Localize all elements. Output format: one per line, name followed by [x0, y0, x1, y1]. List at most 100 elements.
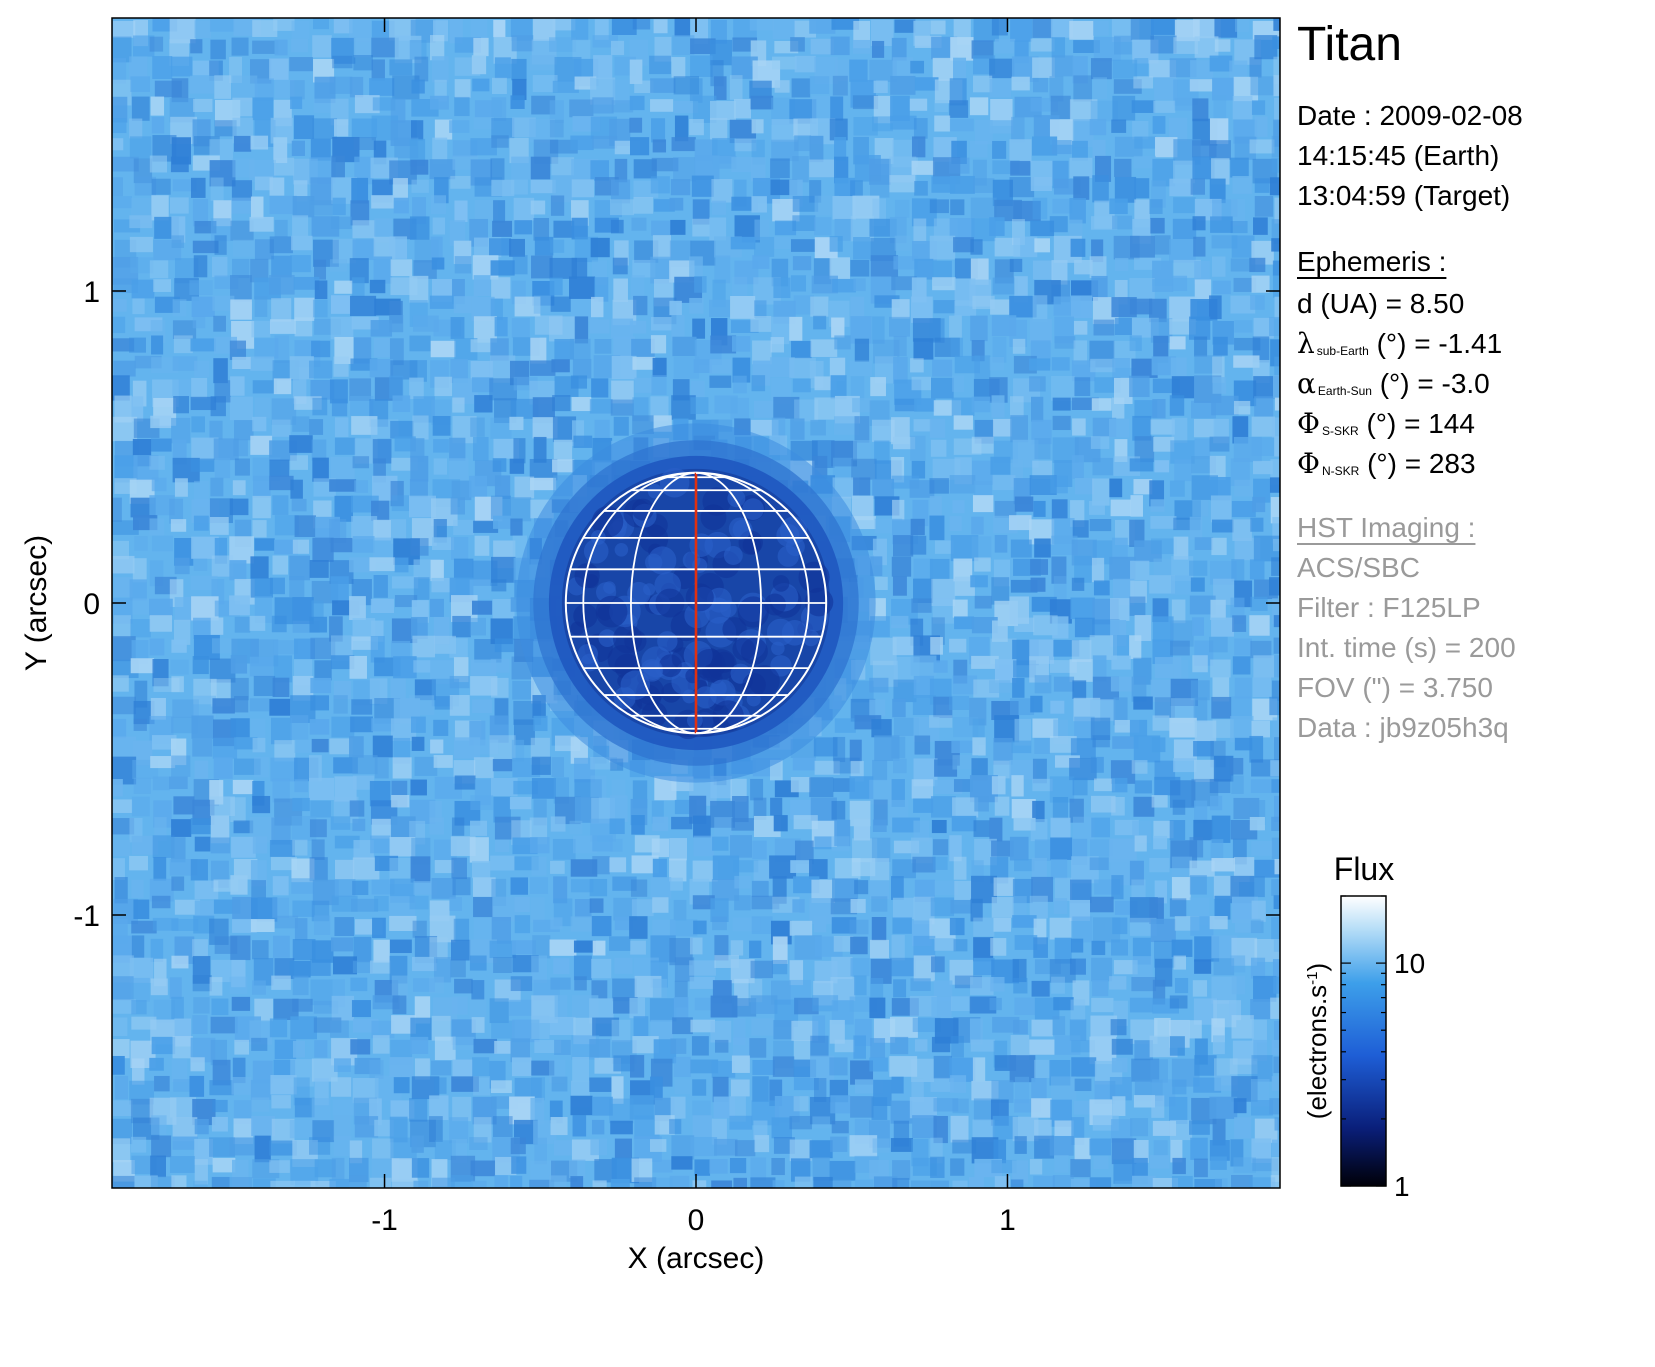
noise-cell	[1274, 1020, 1280, 1049]
noise-cell	[1052, 1016, 1066, 1036]
noise-cell	[911, 277, 927, 303]
noise-cell	[112, 138, 124, 151]
noise-cell	[351, 118, 378, 139]
noise-cell	[231, 836, 256, 858]
noise-cell	[650, 99, 674, 112]
noise-cell	[191, 536, 219, 559]
noise-cell	[912, 1017, 941, 1033]
noise-cell	[1049, 76, 1064, 102]
noise-cell	[1212, 280, 1231, 295]
noise-cell	[770, 797, 783, 816]
noise-cell	[792, 899, 805, 913]
noise-cell	[914, 879, 935, 902]
noise-cell	[650, 877, 672, 899]
noise-cell	[1111, 537, 1128, 560]
noise-cell	[1234, 1117, 1252, 1139]
noise-cell	[950, 1075, 967, 1093]
noise-cell	[1093, 319, 1115, 336]
noise-cell	[449, 437, 466, 461]
noise-cell	[1233, 1098, 1247, 1114]
noise-cell	[354, 480, 369, 493]
noise-cell	[1192, 98, 1209, 122]
noise-cell	[449, 638, 468, 658]
noise-cell	[470, 659, 497, 676]
noise-cell	[191, 377, 208, 399]
noise-cell	[233, 439, 248, 457]
noise-cell	[1030, 819, 1048, 842]
noise-cell	[192, 198, 209, 227]
noise-cell	[890, 1100, 913, 1124]
noise-cell	[114, 395, 132, 423]
noise-cell	[1113, 79, 1142, 94]
noise-cell	[1230, 875, 1255, 904]
noise-cell	[949, 315, 962, 338]
noise-cell	[632, 415, 655, 434]
noise-cell	[1274, 1117, 1280, 1131]
noise-cell	[449, 695, 470, 716]
noise-cell	[229, 396, 253, 421]
noise-cell	[989, 997, 1002, 1011]
noise-cell	[192, 656, 209, 675]
noise-cell	[429, 817, 445, 835]
noise-cell	[470, 795, 494, 811]
noise-cell	[334, 417, 349, 438]
noise-cell	[1171, 376, 1195, 399]
noise-cell	[351, 277, 365, 297]
noise-cell	[112, 999, 137, 1014]
noise-cell	[389, 59, 413, 76]
noise-cell	[854, 416, 870, 443]
noise-cell	[733, 98, 751, 119]
noise-cell	[850, 1096, 874, 1118]
noise-cell	[470, 1160, 496, 1177]
noise-cell	[931, 996, 952, 1018]
noise-cell	[430, 739, 444, 754]
noise-cell	[590, 1138, 607, 1156]
noise-cell	[390, 1100, 415, 1119]
noise-cell	[1269, 1098, 1280, 1115]
noise-cell	[292, 975, 309, 996]
noise-cell	[1050, 1099, 1072, 1127]
noise-cell	[633, 1016, 649, 1036]
noise-cell	[829, 257, 851, 280]
noise-cell	[1092, 735, 1110, 748]
noise-cell	[491, 179, 515, 197]
noise-cell	[789, 357, 816, 379]
noise-cell	[1029, 1039, 1055, 1055]
noise-cell	[1192, 216, 1206, 231]
noise-cell	[511, 940, 537, 955]
noise-cell	[850, 296, 865, 319]
noise-cell	[973, 957, 995, 976]
noise-cell	[1173, 659, 1189, 685]
noise-cell	[1050, 475, 1068, 494]
noise-cell	[1112, 215, 1133, 230]
noise-cell	[592, 97, 614, 114]
noise-cell	[913, 338, 934, 360]
noise-cell	[749, 80, 772, 99]
noise-cell	[831, 317, 845, 338]
noise-cell	[1272, 375, 1280, 399]
noise-cell	[369, 780, 391, 807]
noise-cell	[831, 800, 846, 820]
noise-cell	[751, 375, 766, 392]
noise-cell	[1249, 876, 1265, 898]
noise-cell	[1011, 799, 1036, 819]
noise-cell	[892, 1177, 910, 1188]
noise-cell	[1211, 158, 1230, 185]
noise-cell	[774, 80, 790, 93]
noise-cell	[1172, 799, 1186, 815]
noise-cell	[249, 615, 266, 631]
noise-cell	[250, 135, 269, 150]
noise-cell	[389, 315, 404, 333]
noise-cell	[1074, 377, 1091, 397]
noise-cell	[814, 397, 835, 420]
noise-cell	[1272, 260, 1280, 276]
noise-cell	[932, 57, 954, 81]
noise-cell	[710, 995, 738, 1018]
noise-cell	[1032, 197, 1048, 220]
noise-cell	[932, 277, 956, 291]
noise-cell	[1112, 358, 1130, 381]
noise-cell	[692, 318, 706, 339]
noise-cell	[872, 819, 887, 832]
noise-cell	[1253, 478, 1271, 503]
noise-cell	[292, 597, 314, 625]
